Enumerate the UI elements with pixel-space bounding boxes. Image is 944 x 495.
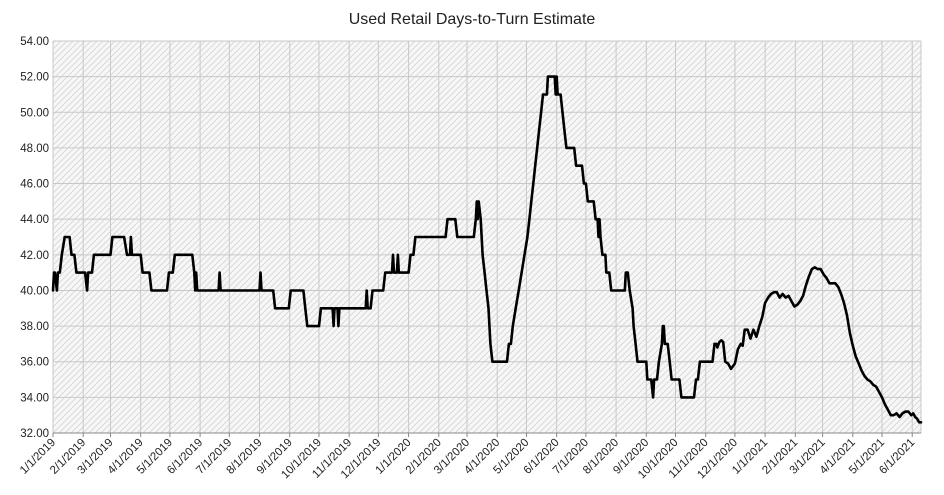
y-tick-label: 32.00	[20, 428, 49, 440]
y-tick-label: 34.00	[20, 392, 49, 404]
y-tick-label: 46.00	[20, 179, 49, 191]
y-tick-label: 54.00	[20, 36, 49, 48]
series-line	[51, 75, 923, 424]
y-tick-label: 48.00	[20, 143, 49, 155]
y-tick-label: 50.00	[20, 107, 49, 119]
series-layer	[51, 75, 923, 424]
plot-area	[53, 41, 921, 433]
y-tick-label: 42.00	[20, 250, 49, 262]
y-tick-label: 40.00	[20, 285, 49, 297]
y-tick-label: 38.00	[20, 321, 49, 333]
x-axis: 1/1/20192/1/20193/1/20194/1/20195/1/2019…	[18, 433, 917, 481]
y-tick-label: 36.00	[20, 357, 49, 369]
chart-title: Used Retail Days-to-Turn Estimate	[349, 11, 596, 28]
y-tick-label: 52.00	[20, 72, 49, 84]
y-axis: 32.00 34.00 36.00 38.00 40.00 42.00 44.00 46.00…	[20, 36, 49, 440]
y-tick-label: 44.00	[20, 214, 49, 226]
